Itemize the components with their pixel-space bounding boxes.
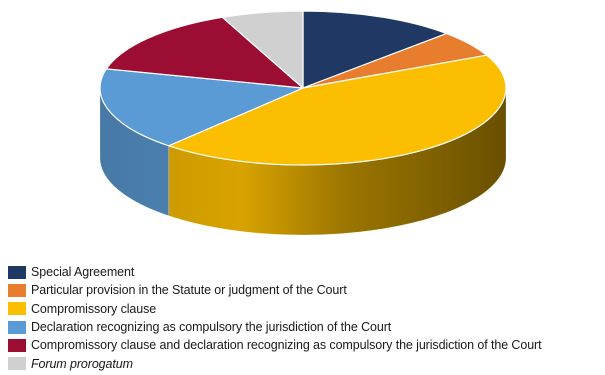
legend-swatch bbox=[8, 283, 26, 297]
legend-label: Compromissory clause and declaration rec… bbox=[31, 338, 542, 353]
legend-item: Compromissory clause and declaration rec… bbox=[8, 336, 605, 354]
legend-item: Particular provision in the Statute or j… bbox=[8, 281, 605, 299]
pie-slice-4 bbox=[105, 16, 304, 89]
legend-item: Declaration recognizing as compulsory th… bbox=[8, 318, 605, 336]
pie-slice-2 bbox=[168, 54, 507, 166]
legend-swatch bbox=[8, 338, 26, 352]
legend-label: Forum prorogatum bbox=[31, 356, 133, 371]
legend-item: Compromissory clause bbox=[8, 300, 605, 318]
pie-top-face bbox=[99, 10, 507, 166]
chart-legend: Special Agreement Particular provision in… bbox=[8, 263, 605, 373]
pie-chart bbox=[99, 10, 507, 236]
legend-label: Compromissory clause bbox=[31, 301, 157, 316]
legend-swatch bbox=[8, 302, 26, 316]
legend-swatch bbox=[8, 320, 26, 334]
pie-slice-5 bbox=[221, 10, 304, 89]
legend-item: Special Agreement bbox=[8, 263, 605, 281]
pie-slice-3 bbox=[99, 68, 304, 147]
legend-swatch bbox=[8, 265, 26, 279]
legend-label: Declaration recognizing as compulsory th… bbox=[31, 320, 392, 335]
legend-swatch bbox=[8, 357, 26, 371]
legend-label: Particular provision in the Statute or j… bbox=[31, 283, 347, 298]
pie-slice-0 bbox=[302, 10, 448, 89]
legend-label: Special Agreement bbox=[31, 265, 135, 280]
legend-item: Forum prorogatum bbox=[8, 354, 605, 372]
